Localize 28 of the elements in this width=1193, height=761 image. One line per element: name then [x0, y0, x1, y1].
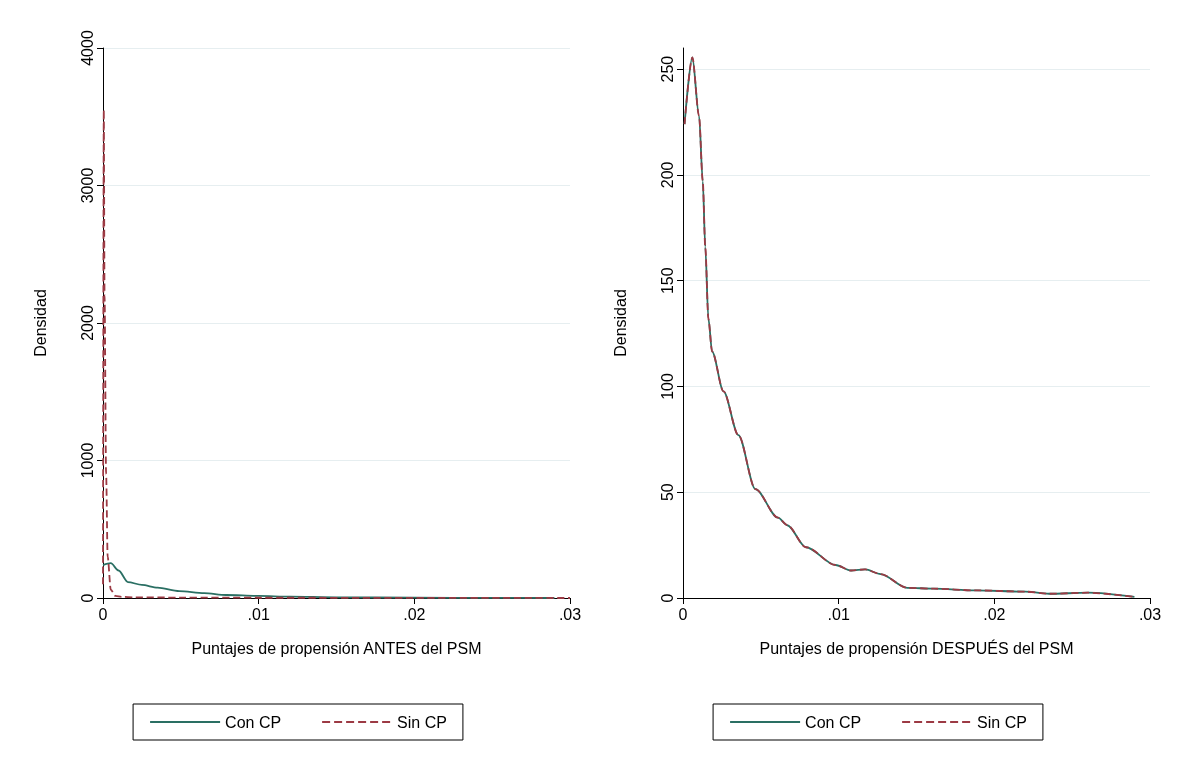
- y-tick-label: 100: [658, 373, 676, 400]
- legend-label: Sin CP: [397, 713, 447, 731]
- x-axis-title: Puntajes de propensión ANTES del PSM: [191, 639, 482, 657]
- y-axis-title: Densidad: [611, 289, 629, 357]
- x-axis-title: Puntajes de propensión DESPUÉS del PSM: [759, 638, 1074, 657]
- legend-label: Sin CP: [977, 713, 1027, 731]
- legend-label: Con CP: [225, 713, 282, 731]
- y-tick-label: 250: [658, 55, 676, 83]
- x-tick-label: .03: [1138, 605, 1162, 623]
- y-tick-label: 200: [658, 161, 676, 189]
- x-tick-label: 0: [678, 605, 688, 623]
- x-tick-label: .01: [827, 605, 850, 623]
- y-axis-title: Densidad: [31, 289, 49, 357]
- line-series: [683, 56, 1136, 598]
- y-tick-label: 0: [78, 593, 96, 603]
- x-tick-label: .03: [558, 605, 582, 623]
- y-tick-label: 2000: [78, 305, 96, 341]
- y-tick-label: 150: [658, 267, 676, 295]
- y-tick-label: 0: [658, 593, 676, 603]
- y-tick-label: 1000: [78, 442, 96, 479]
- y-tick-label: 4000: [78, 30, 96, 66]
- legend-label: Con CP: [805, 713, 862, 731]
- x-tick-label: .02: [403, 605, 426, 623]
- x-tick-label: 0: [98, 605, 108, 623]
- x-tick-label: .01: [247, 605, 270, 623]
- x-tick-label: .02: [983, 605, 1006, 623]
- y-tick-label: 3000: [78, 167, 96, 204]
- y-tick-label: 50: [658, 483, 676, 502]
